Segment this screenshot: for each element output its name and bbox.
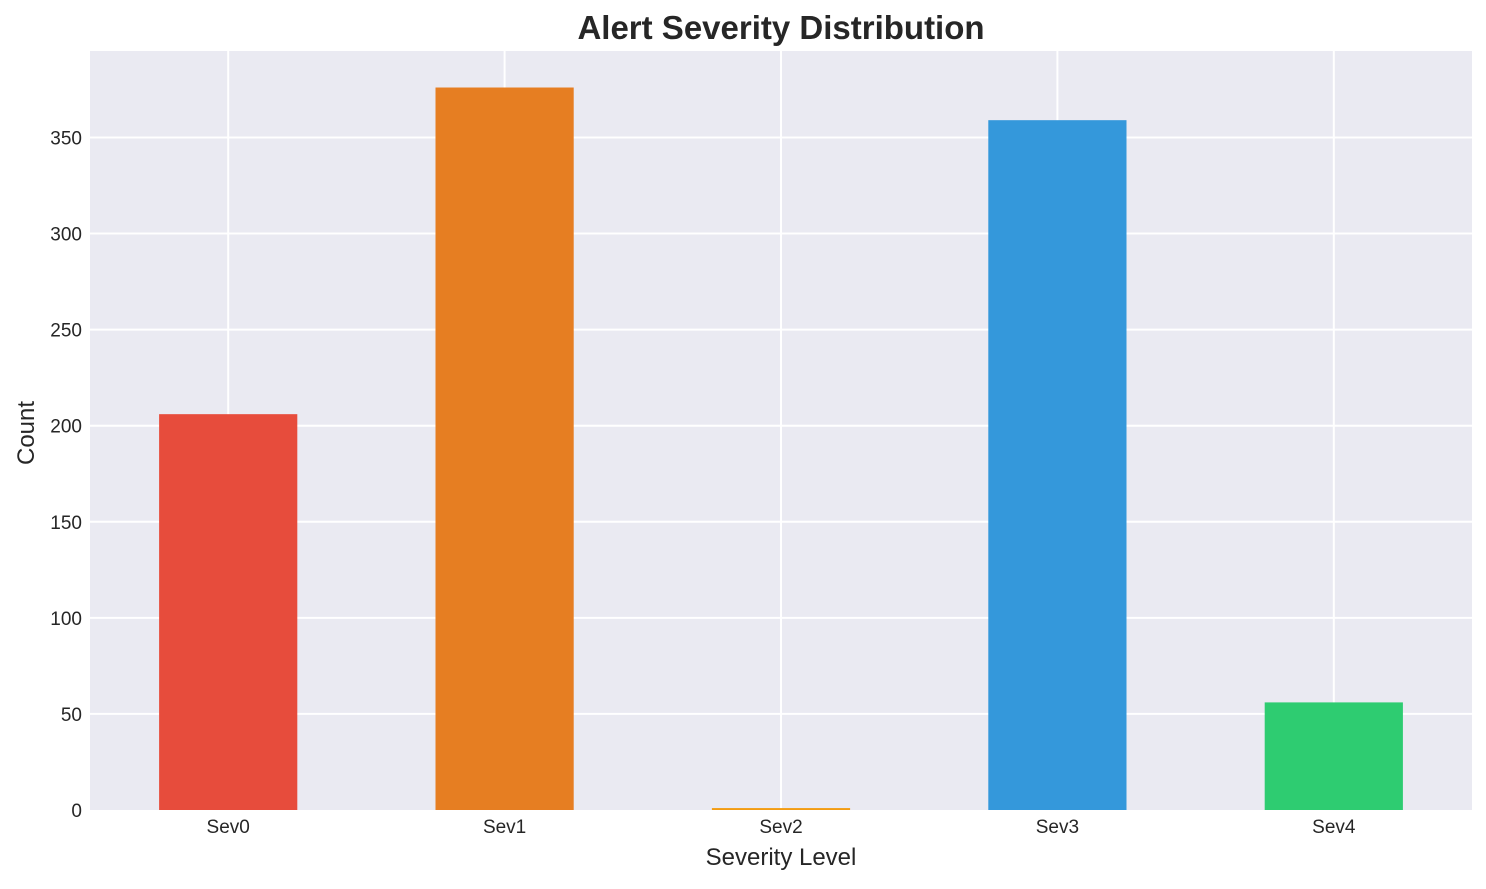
y-tick-label: 50 <box>61 705 82 726</box>
x-tick-label: Sev1 <box>483 817 526 838</box>
y-tick-label: 250 <box>50 321 82 342</box>
y-tick-label: 200 <box>50 417 82 438</box>
x-tick-label: Sev4 <box>1312 817 1356 838</box>
y-tick-label: 350 <box>50 128 82 149</box>
bars <box>159 87 1403 811</box>
y-tick-label: 100 <box>50 609 82 630</box>
bar-sev2 <box>711 808 851 810</box>
chart-title: Alert Severity Distribution <box>577 9 984 46</box>
y-axis-ticks: 0 50 100 150 200 250 300 350 <box>50 128 82 822</box>
y-axis-label: Count <box>13 401 40 465</box>
y-tick-label: 150 <box>50 513 82 534</box>
bar-sev3 <box>988 120 1127 810</box>
bar-sev1 <box>435 87 574 811</box>
y-tick-label: 300 <box>50 225 82 246</box>
x-axis-label: Severity Level <box>706 844 857 871</box>
x-tick-label: Sev3 <box>1036 817 1079 838</box>
bar-sev0 <box>159 414 298 810</box>
x-axis-ticks: Sev0 Sev1 Sev2 Sev3 Sev4 <box>207 817 1356 838</box>
bar-sev4 <box>1264 702 1403 810</box>
y-tick-label: 0 <box>71 801 82 822</box>
x-tick-label: Sev0 <box>207 817 250 838</box>
x-tick-label: Sev2 <box>759 817 802 838</box>
